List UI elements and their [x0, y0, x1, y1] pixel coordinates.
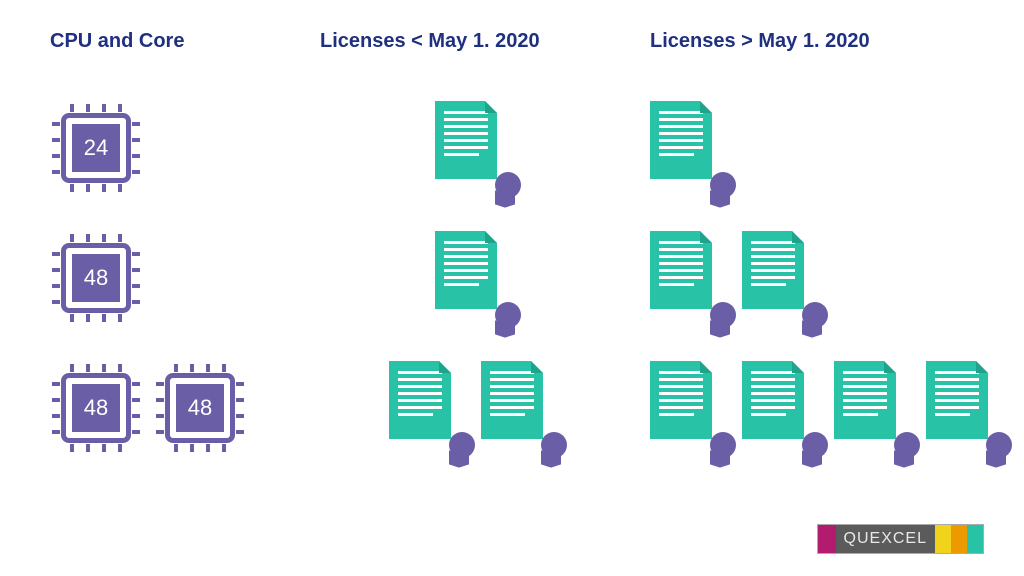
- logo-color-block: [935, 525, 951, 553]
- cpu-core-count: 48: [176, 384, 224, 432]
- cpu-cell-row3: 48 48: [50, 343, 300, 473]
- cpu-core-count: 48: [72, 254, 120, 302]
- after-cell-row3: [650, 343, 1006, 473]
- logo-color-block: [818, 525, 836, 553]
- certificate-icon: [481, 361, 561, 456]
- column-header-before: Licenses < May 1. 2020: [320, 30, 630, 53]
- before-cell-row3: [320, 343, 630, 473]
- certificate-icon: [650, 101, 730, 196]
- certificate-icon: [650, 231, 730, 326]
- certificate-icon: [389, 361, 469, 456]
- after-cell-row1: [650, 83, 1006, 213]
- before-cell-row1: [320, 83, 630, 213]
- certificate-icon: [742, 231, 822, 326]
- certificate-icon: [435, 231, 515, 326]
- logo-text: QUEXCEL: [836, 525, 935, 553]
- column-header-after: Licenses > May 1. 2020: [650, 30, 1006, 53]
- after-cell-row2: [650, 213, 1006, 343]
- cpu-chip-icon: 48: [50, 232, 142, 324]
- cpu-chip-icon: 24: [50, 102, 142, 194]
- column-header-cpu: CPU and Core: [50, 30, 300, 53]
- cpu-chip-icon: 48: [50, 362, 142, 454]
- logo-color-block: [967, 525, 983, 553]
- infographic-container: CPU and Core Licenses < May 1. 2020 Lice…: [0, 0, 1024, 523]
- cpu-core-count: 48: [72, 384, 120, 432]
- certificate-icon: [742, 361, 822, 456]
- certificate-icon: [926, 361, 1006, 456]
- certificate-icon: [435, 101, 515, 196]
- cpu-core-count: 24: [72, 124, 120, 172]
- brand-logo: QUEXCEL: [817, 524, 984, 554]
- certificate-icon: [650, 361, 730, 456]
- grid: CPU and Core Licenses < May 1. 2020 Lice…: [50, 30, 974, 473]
- logo-color-block: [951, 525, 967, 553]
- before-cell-row2: [320, 213, 630, 343]
- cpu-cell-row2: 48: [50, 213, 300, 343]
- certificate-icon: [834, 361, 914, 456]
- cpu-chip-icon: 48: [154, 362, 246, 454]
- cpu-cell-row1: 24: [50, 83, 300, 213]
